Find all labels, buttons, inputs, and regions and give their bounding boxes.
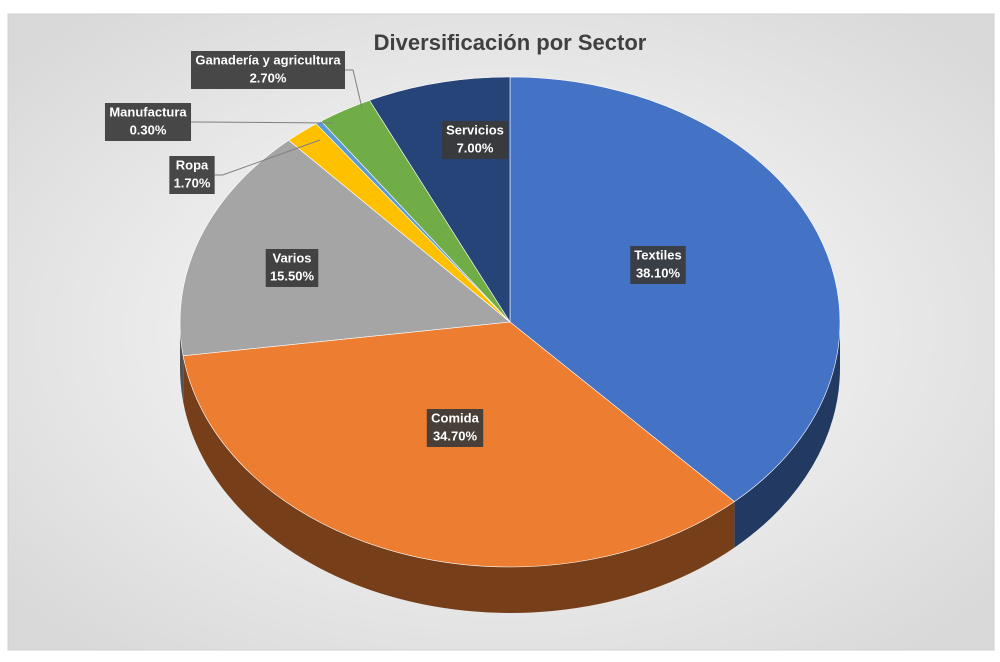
data-label: Comida 34.70% <box>426 409 484 447</box>
label-name: Ganadería y agricultura <box>195 52 341 67</box>
label-value: 0.30% <box>130 122 167 137</box>
slice <box>509 76 841 503</box>
label-name: Comida <box>431 410 479 425</box>
label-value: 1.70% <box>174 175 211 190</box>
label-box <box>630 246 686 284</box>
leader-line <box>214 139 321 176</box>
slice <box>179 139 511 357</box>
data-label: Ganadería y agricultura 2.70% <box>191 51 363 109</box>
chart-title: Diversificación por Sector <box>374 30 647 55</box>
label-name: Varios <box>272 250 311 265</box>
data-label: Textiles 38.10% <box>630 246 686 284</box>
label-name: Textiles <box>634 247 681 262</box>
label-value: 7.00% <box>457 140 494 155</box>
label-box <box>191 51 345 89</box>
leader-line <box>344 69 363 109</box>
data-label: Ropa 1.70% <box>169 139 321 194</box>
label-value: 38.10% <box>636 265 681 280</box>
label-box <box>265 249 319 287</box>
label-name: Servicios <box>446 122 504 137</box>
label-box <box>169 156 215 194</box>
label-value: 34.70% <box>433 428 478 443</box>
label-name: Ropa <box>176 157 209 172</box>
label-name: Manufactura <box>109 104 187 119</box>
label-value: 15.50% <box>270 268 315 283</box>
slice-side <box>183 355 735 613</box>
label-value: 2.70% <box>250 70 287 85</box>
data-label: Varios 15.50% <box>265 249 319 287</box>
label-box <box>426 409 484 447</box>
slice-side <box>734 322 840 548</box>
label-box <box>442 121 508 159</box>
data-label: Servicios 7.00% <box>442 121 508 159</box>
label-box <box>104 103 192 141</box>
data-label: Manufactura 0.30% <box>104 103 334 141</box>
leader-line <box>191 121 334 124</box>
